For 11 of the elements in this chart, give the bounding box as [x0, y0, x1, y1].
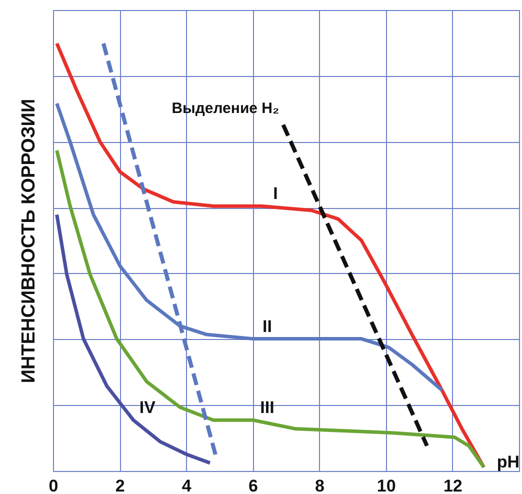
x-tick-label: 4	[182, 476, 192, 494]
x-tick-label: 10	[376, 476, 396, 494]
y-axis-title: ИНТЕНСИВНОСТЬ КОРРОЗИИ	[18, 98, 40, 384]
x-tick-label: 0	[48, 476, 58, 494]
series-label: II	[262, 316, 272, 336]
x-tick-label: 8	[315, 476, 325, 494]
x-tick-label: 6	[248, 476, 258, 494]
x-axis-title: pH	[496, 452, 520, 472]
x-tick-label: 12	[443, 476, 462, 494]
series-label: I	[273, 184, 278, 204]
x-tick-label: 2	[115, 476, 125, 494]
